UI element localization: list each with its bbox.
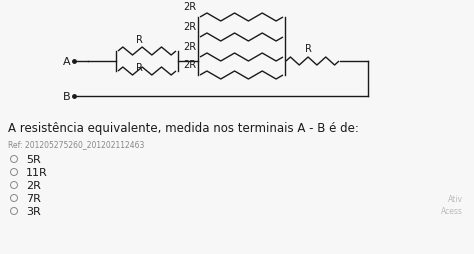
Text: 2R: 2R — [183, 60, 196, 70]
Text: A resistência equivalente, medida nos terminais A - B é de:: A resistência equivalente, medida nos te… — [8, 121, 359, 134]
Text: B: B — [64, 92, 71, 102]
Text: Ativ: Ativ — [448, 194, 463, 203]
Text: 11R: 11R — [26, 167, 48, 177]
Text: 7R: 7R — [26, 193, 41, 203]
Text: R: R — [305, 44, 312, 54]
Text: R: R — [136, 35, 143, 45]
Text: 3R: 3R — [26, 206, 41, 216]
Text: 2R: 2R — [183, 22, 196, 32]
Text: R: R — [136, 63, 143, 73]
Text: 2R: 2R — [183, 2, 196, 12]
Text: 5R: 5R — [26, 154, 41, 164]
Text: Acess: Acess — [441, 206, 463, 215]
Text: 2R: 2R — [26, 180, 41, 190]
Text: A: A — [64, 57, 71, 67]
Text: 2R: 2R — [183, 42, 196, 52]
Text: Ref: 201205275260_201202112463: Ref: 201205275260_201202112463 — [8, 139, 145, 148]
